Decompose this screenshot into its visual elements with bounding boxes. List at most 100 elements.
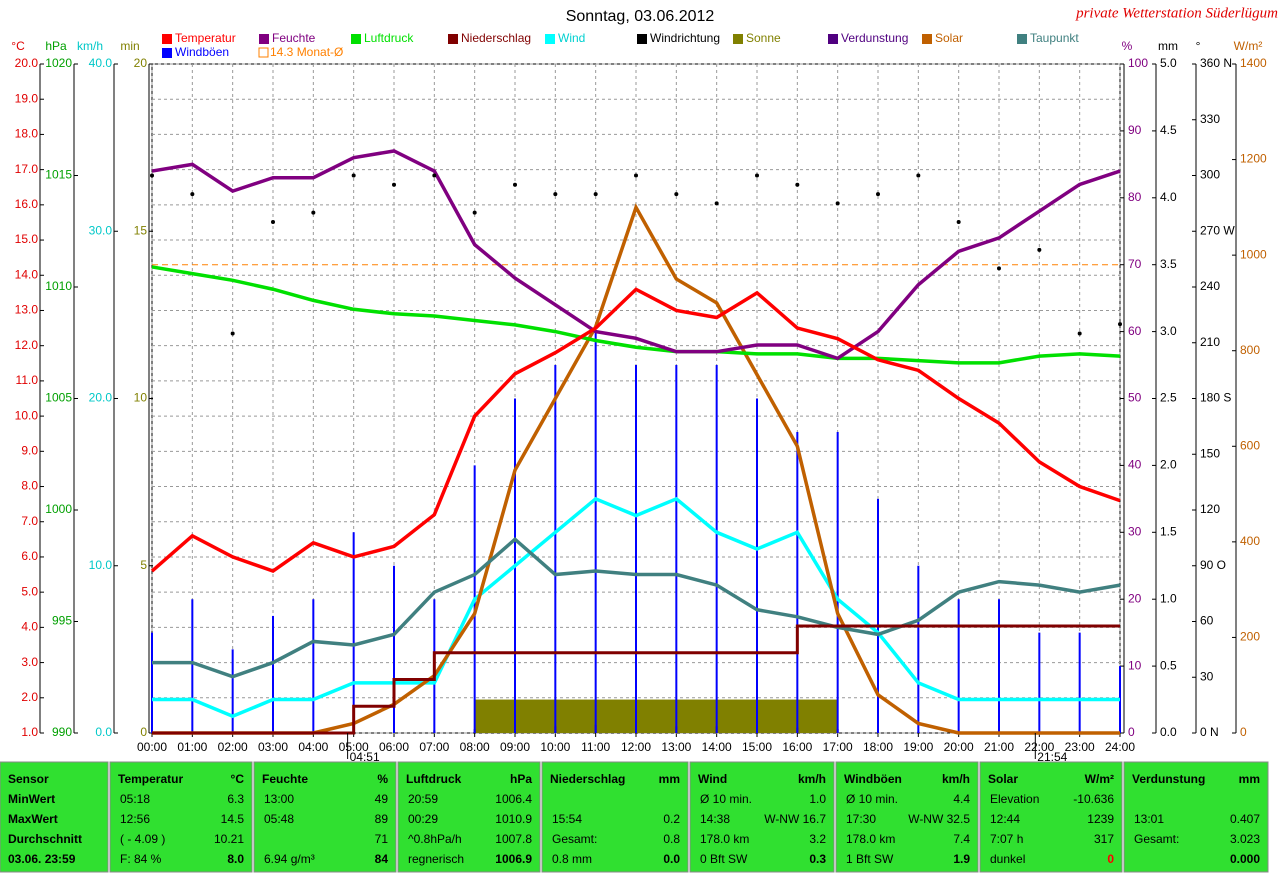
y-tick-label: 5.0 bbox=[21, 584, 38, 598]
y-tick-label: 4.5 bbox=[1160, 123, 1177, 137]
y-tick-label: 10.0 bbox=[15, 408, 39, 422]
row-label: MinWert bbox=[8, 792, 55, 806]
y-tick-label: 1000 bbox=[1240, 247, 1267, 261]
y-tick-label: 0 N bbox=[1200, 725, 1219, 739]
legend-label: Temperatur bbox=[175, 31, 236, 45]
column-unit: km/h bbox=[942, 772, 970, 786]
y-tick-label: 4.0 bbox=[21, 620, 38, 634]
cell-value: 0.8 bbox=[663, 832, 680, 846]
y-tick-label: 12.0 bbox=[15, 338, 39, 352]
cell-value: 3.2 bbox=[809, 832, 826, 846]
direction-dot bbox=[230, 331, 235, 336]
y-tick-label: 40 bbox=[1128, 458, 1142, 472]
cell-value: W-NW 16.7 bbox=[764, 812, 826, 826]
cell-value: 84 bbox=[375, 852, 389, 866]
y-tick-label: 18.0 bbox=[15, 127, 39, 141]
x-tick-label: 06:00 bbox=[379, 740, 409, 754]
series-line bbox=[150, 287, 1121, 573]
cell-left: Gesamt: bbox=[1134, 832, 1179, 846]
x-tick-label: 01:00 bbox=[177, 740, 207, 754]
cell-value: 6.3 bbox=[227, 792, 244, 806]
x-tick-label: 08:00 bbox=[460, 740, 490, 754]
y-tick-label: 10 bbox=[1128, 658, 1142, 672]
cell-left: 05:18 bbox=[120, 792, 150, 806]
column-header: Niederschlag bbox=[550, 772, 625, 786]
table-cell bbox=[397, 761, 541, 873]
cell-left: 1 Bft SW bbox=[846, 852, 894, 866]
legend-label: Niederschlag bbox=[461, 31, 531, 45]
axis-title: hPa bbox=[45, 39, 67, 53]
cell-value: 8.0 bbox=[227, 852, 244, 866]
column-unit: mm bbox=[659, 772, 680, 786]
y-tick-label: 0 bbox=[140, 725, 147, 739]
series-line bbox=[151, 265, 1121, 365]
y-tick-label: 30.0 bbox=[89, 223, 113, 237]
cell-value: 7.4 bbox=[953, 832, 970, 846]
y-tick-label: 120 bbox=[1200, 502, 1220, 516]
axis-title: ° bbox=[1196, 39, 1201, 53]
column-unit: W/m² bbox=[1085, 772, 1114, 786]
cell-value: 0.0 bbox=[663, 852, 680, 866]
axis-title: °C bbox=[11, 39, 25, 53]
cell-left: 0.8 mm bbox=[552, 852, 592, 866]
column-unit: km/h bbox=[798, 772, 826, 786]
x-tick-label: 00:00 bbox=[137, 740, 167, 754]
table-cell bbox=[979, 761, 1123, 873]
y-tick-label: 14.0 bbox=[15, 267, 39, 281]
x-tick-label: 22:00 bbox=[1024, 740, 1054, 754]
y-tick-label: 3.0 bbox=[21, 655, 38, 669]
table-cell bbox=[253, 761, 397, 873]
y-tick-label: 60 bbox=[1200, 614, 1214, 628]
cell-value: 0.407 bbox=[1230, 812, 1260, 826]
y-tick-label: 1010 bbox=[45, 279, 72, 293]
y-tick-label: 10 bbox=[134, 391, 148, 405]
direction-dot bbox=[795, 182, 800, 187]
cell-left: 12:44 bbox=[990, 812, 1020, 826]
direction-dot bbox=[1118, 322, 1122, 327]
column-header: Sensor bbox=[8, 772, 49, 786]
y-tick-label: 2.0 bbox=[21, 690, 38, 704]
direction-dot bbox=[634, 173, 638, 178]
y-tick-label: 200 bbox=[1240, 630, 1260, 644]
bar bbox=[555, 699, 596, 733]
y-tick-label: 400 bbox=[1240, 534, 1260, 548]
y-tick-label: 4.0 bbox=[1160, 190, 1177, 204]
direction-dot bbox=[1077, 331, 1082, 336]
legend-swatch bbox=[162, 48, 172, 58]
cell-left: 6.94 g/m³ bbox=[264, 852, 315, 866]
legend-swatch bbox=[258, 47, 269, 58]
direction-dot bbox=[553, 192, 558, 197]
legend-label: Sonne bbox=[746, 31, 781, 45]
direction-dot bbox=[150, 173, 154, 178]
y-tick-label: 1.0 bbox=[1160, 591, 1177, 605]
y-tick-label: 270 W bbox=[1200, 223, 1235, 237]
cell-value: 10.21 bbox=[214, 832, 244, 846]
direction-dot bbox=[916, 173, 921, 178]
x-tick-label: 24:00 bbox=[1105, 740, 1135, 754]
direction-dot bbox=[472, 210, 477, 215]
direction-dot bbox=[513, 182, 517, 187]
cell-left: 15:54 bbox=[552, 812, 582, 826]
cell-value: 317 bbox=[1094, 832, 1114, 846]
legend-swatch bbox=[828, 34, 838, 44]
x-tick-label: 12:00 bbox=[621, 740, 651, 754]
column-header: Verdunstung bbox=[1132, 772, 1205, 786]
cell-left: Ø 10 min. bbox=[846, 792, 898, 806]
cell-left: 13:00 bbox=[264, 792, 294, 806]
y-tick-label: 1005 bbox=[45, 391, 72, 405]
direction-dot bbox=[956, 219, 961, 224]
y-tick-label: 15.0 bbox=[15, 232, 39, 246]
cell-left: 7:07 h bbox=[990, 832, 1023, 846]
table-cell bbox=[541, 761, 689, 873]
annotation: 04:51 bbox=[350, 750, 380, 764]
y-tick-label: 5.0 bbox=[1160, 56, 1177, 70]
cell-left: 178.0 km bbox=[846, 832, 895, 846]
cell-value: 0.3 bbox=[809, 852, 826, 866]
y-tick-label: 330 bbox=[1200, 112, 1220, 126]
direction-dot bbox=[190, 192, 195, 197]
cell-left: 178.0 km bbox=[700, 832, 749, 846]
axis-title: min bbox=[120, 39, 139, 53]
bar bbox=[716, 699, 757, 733]
direction-dot bbox=[271, 219, 275, 224]
